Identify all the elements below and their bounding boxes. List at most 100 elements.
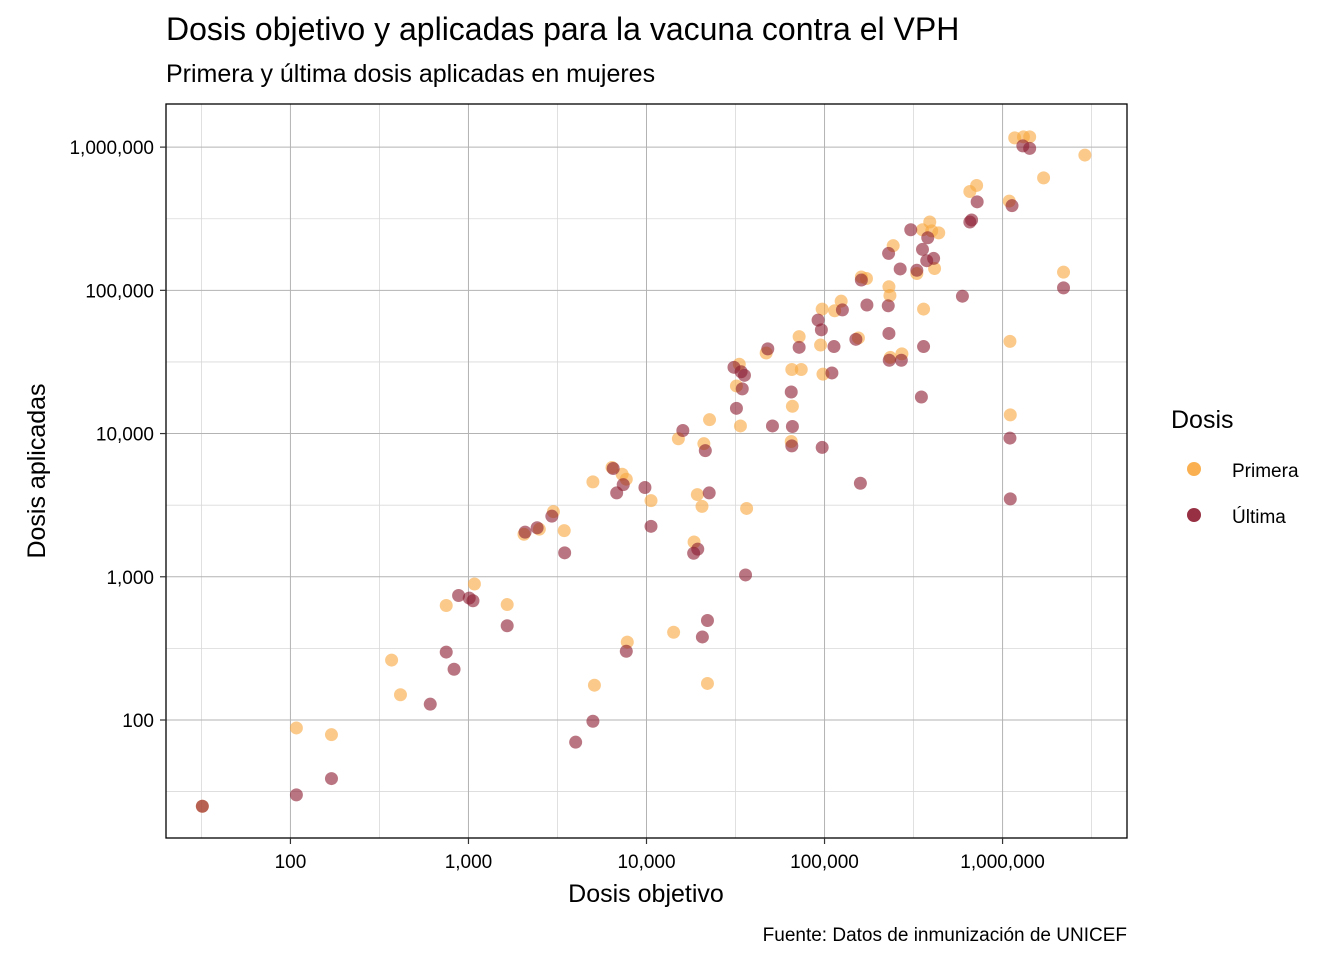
data-point-ultima [1023, 141, 1037, 155]
data-point-ultima [765, 419, 779, 433]
data-point-primera [814, 338, 828, 352]
chart-title: Dosis objetivo y aplicadas para la vacun… [166, 11, 959, 47]
data-point-ultima [545, 509, 559, 523]
data-point-primera [500, 598, 514, 612]
data-point-ultima [423, 697, 437, 711]
data-point-primera [644, 494, 658, 508]
data-point-ultima [785, 439, 799, 453]
data-point-primera [1078, 148, 1092, 162]
x-tick-label: 1,000,000 [960, 852, 1045, 873]
data-point-ultima [606, 462, 620, 476]
data-point-ultima [927, 251, 941, 265]
chart-subtitle: Primera y última dosis aplicadas en muje… [166, 60, 655, 88]
data-point-ultima [702, 486, 716, 500]
data-point-ultima [914, 390, 928, 404]
data-point-ultima [466, 594, 480, 608]
data-point-ultima [1003, 492, 1017, 506]
data-point-ultima [970, 195, 984, 209]
data-point-ultima [644, 519, 658, 533]
legend-label-primera: Primera [1232, 461, 1299, 482]
data-point-ultima [1003, 431, 1017, 445]
legend-item-primera: Primera [1187, 461, 1299, 482]
data-point-ultima [530, 521, 544, 535]
data-point-ultima [882, 326, 896, 340]
data-point-ultima [882, 353, 896, 367]
data-point-primera [695, 499, 709, 513]
y-tick-label: 100,000 [85, 281, 154, 302]
data-point-ultima [735, 382, 749, 396]
data-point-primera [289, 721, 303, 735]
data-point-ultima [784, 385, 798, 399]
x-tick-label: 100 [275, 852, 307, 873]
data-point-ultima [785, 420, 799, 434]
data-point-primera [792, 330, 806, 344]
data-point-ultima [921, 231, 935, 245]
data-point-ultima [815, 440, 829, 454]
data-point-ultima [439, 645, 453, 659]
data-point-primera [703, 413, 717, 427]
data-point-primera [785, 399, 799, 413]
legend-key-ultima [1187, 508, 1201, 522]
data-point-primera [557, 524, 571, 538]
data-point-ultima [195, 799, 209, 813]
data-point-ultima [619, 644, 633, 658]
data-point-primera [586, 475, 600, 489]
data-point-ultima [1005, 199, 1019, 213]
data-point-ultima [811, 313, 825, 327]
data-point-primera [587, 678, 601, 692]
data-point-ultima [792, 340, 806, 354]
data-point-ultima [814, 323, 828, 337]
data-point-ultima [955, 289, 969, 303]
y-tick-label: 1,000 [106, 568, 154, 589]
data-point-primera [439, 599, 453, 613]
data-point-ultima [860, 298, 874, 312]
data-point-ultima [917, 340, 931, 354]
data-point-ultima [835, 303, 849, 317]
data-point-primera [393, 688, 407, 702]
data-point-primera [917, 302, 931, 316]
data-point-ultima [893, 262, 907, 276]
y-tick-label: 1,000,000 [69, 138, 154, 159]
data-point-primera [1003, 334, 1017, 348]
data-point-ultima [700, 614, 714, 628]
data-point-ultima [676, 424, 690, 438]
data-point-ultima [849, 332, 863, 346]
x-tick-label: 100,000 [790, 852, 859, 873]
data-points [195, 130, 1092, 813]
data-point-ultima [825, 366, 839, 380]
legend-label-ultima: Última [1232, 506, 1286, 528]
data-point-primera [970, 178, 984, 192]
y-tick-label: 10,000 [96, 425, 154, 446]
data-point-ultima [827, 340, 841, 354]
data-point-ultima [500, 619, 514, 633]
data-point-ultima [853, 476, 867, 490]
major-grid [166, 104, 1127, 838]
data-point-ultima [729, 401, 743, 415]
data-point-ultima [638, 481, 652, 495]
data-point-ultima [569, 735, 583, 749]
data-point-ultima [452, 589, 466, 603]
data-point-ultima [324, 772, 338, 786]
data-point-primera [794, 363, 808, 377]
data-point-ultima [586, 714, 600, 728]
data-point-ultima [698, 444, 712, 458]
data-point-primera [815, 302, 829, 316]
data-point-ultima [882, 246, 896, 260]
data-point-primera [690, 488, 704, 502]
data-point-ultima [289, 788, 303, 802]
data-point-ultima [695, 630, 709, 644]
data-point-primera [1023, 130, 1037, 144]
legend-key-primera [1187, 462, 1201, 476]
data-point-ultima [910, 263, 924, 277]
data-point-primera [733, 419, 747, 433]
data-point-ultima [965, 213, 979, 227]
x-tick-label: 1,000 [445, 852, 493, 873]
data-point-ultima [691, 542, 705, 556]
data-point-primera [883, 289, 897, 303]
data-point-ultima [915, 242, 929, 256]
data-point-ultima [894, 353, 908, 367]
data-point-primera [1037, 171, 1051, 185]
data-point-primera [785, 363, 799, 377]
chart-caption: Fuente: Datos de inmunización de UNICEF [763, 925, 1127, 946]
